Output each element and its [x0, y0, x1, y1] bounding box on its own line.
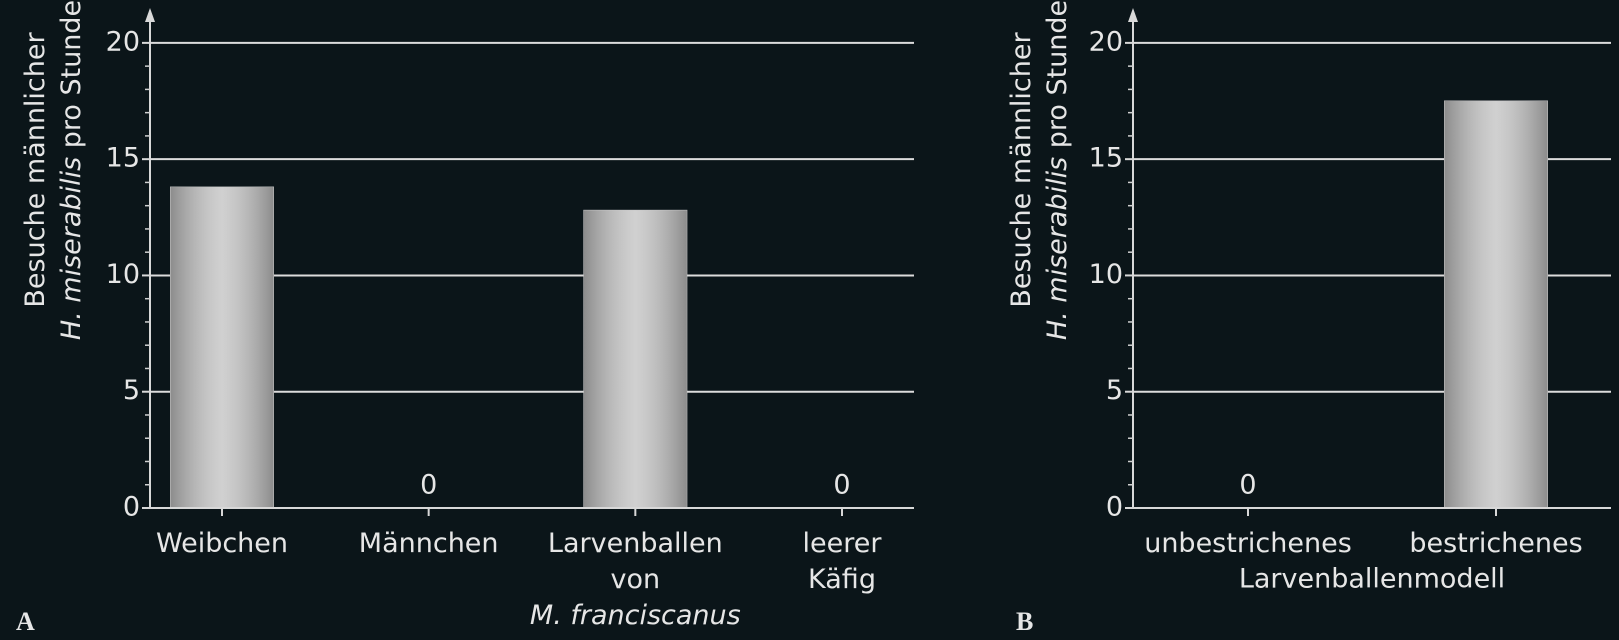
label-line: H. miserabilis pro Stunde: [1042, 0, 1073, 340]
label-line: Larvenballen: [548, 528, 723, 559]
label-part: H. miserabilis: [56, 157, 87, 340]
label-part: von: [611, 564, 661, 595]
label-line: von: [611, 564, 661, 595]
bar-shade: [1444, 101, 1548, 508]
bar-shade: [583, 210, 687, 509]
label-part: Larvenballen: [548, 528, 723, 559]
label-part: pro Stunde: [56, 0, 87, 157]
y-tick-label: 20: [106, 26, 140, 57]
label-line: Käfig: [808, 564, 876, 595]
y-tick-label: 0: [123, 492, 140, 523]
label-line: bestrichenes: [1409, 528, 1582, 559]
value-label: 0: [1239, 470, 1256, 501]
y-tick-label: 10: [1089, 259, 1123, 290]
panel-label: B: [1016, 607, 1033, 636]
label-part: H. miserabilis: [1042, 157, 1073, 340]
label-line: Besuche männlicher: [20, 32, 51, 308]
label-part: Besuche männlicher: [20, 32, 51, 308]
label-line: Männchen: [359, 528, 499, 559]
label-part: pro Stunde: [1042, 0, 1073, 157]
x-axis-label: Larvenballenmodell: [1239, 564, 1505, 595]
y-tick-label: 5: [123, 375, 140, 406]
label-line: unbestrichenes: [1144, 528, 1352, 559]
label-part: Weibchen: [156, 528, 288, 559]
label-part: Besuche männlicher: [1006, 32, 1037, 308]
label-part: bestrichenes: [1409, 528, 1582, 559]
label-line: Weibchen: [156, 528, 288, 559]
y-tick-label: 20: [1089, 26, 1123, 57]
value-label: 0: [833, 470, 850, 501]
label-line: Besuche männlicher: [1006, 32, 1037, 308]
panel-label: A: [16, 607, 35, 636]
bar-shade: [170, 187, 274, 508]
label-part: unbestrichenes: [1144, 528, 1352, 559]
value-label: 0: [420, 470, 437, 501]
axis-arrow: [1128, 8, 1138, 22]
label-part: Männchen: [359, 528, 499, 559]
label-part: M. franciscanus: [530, 600, 741, 631]
y-tick-label: 15: [1089, 143, 1123, 174]
y-tick-label: 10: [106, 259, 140, 290]
y-tick-label: 15: [106, 143, 140, 174]
label-part: leerer: [803, 528, 883, 559]
y-tick-label: 5: [1106, 375, 1123, 406]
label-part: Käfig: [808, 564, 876, 595]
label-line: H. miserabilis pro Stunde: [56, 0, 87, 340]
label-line: leerer: [803, 528, 883, 559]
label-line: M. franciscanus: [530, 600, 741, 631]
y-tick-label: 0: [1106, 492, 1123, 523]
axis-arrow: [145, 8, 155, 22]
